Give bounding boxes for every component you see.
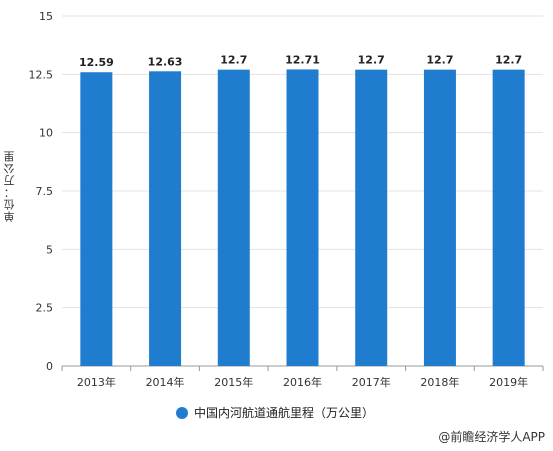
x-tick-label: 2018年 [420, 375, 459, 389]
y-tick-label: 2.5 [36, 302, 54, 315]
data-label: 12.7 [358, 54, 385, 67]
data-label: 12.59 [79, 56, 114, 69]
bar [80, 72, 113, 366]
y-tick-label: 5 [46, 243, 53, 256]
y-axis-label: 单位：万公里 [3, 150, 16, 222]
y-tick-label: 7.5 [36, 185, 54, 198]
bar [355, 69, 388, 367]
x-tick-label: 2017年 [352, 375, 391, 389]
legend: 中国内河航道通航里程（万公里） [176, 404, 374, 421]
data-label: 12.63 [148, 55, 183, 68]
bar [492, 69, 525, 367]
x-tick-label: 2016年 [283, 375, 322, 389]
y-tick-label: 12.5 [29, 68, 54, 81]
data-label: 12.7 [220, 54, 247, 67]
y-tick-label: 0 [46, 360, 53, 373]
x-tick-label: 2014年 [146, 375, 185, 389]
bar [217, 69, 250, 367]
data-label: 12.7 [495, 54, 522, 67]
x-tick-label: 2015年 [214, 375, 253, 389]
source-watermark: @前瞻经济学人APP [438, 430, 545, 444]
x-tick-label: 2013年 [77, 375, 116, 389]
y-tick-label: 15 [39, 10, 53, 23]
x-tick-label: 2019年 [489, 375, 528, 389]
bar [149, 71, 182, 367]
bar [423, 69, 456, 367]
data-label: 12.7 [426, 54, 453, 67]
bar [286, 69, 319, 366]
data-label: 12.71 [285, 53, 320, 66]
legend-marker [176, 406, 188, 419]
legend-label: 中国内河航道通航里程（万公里） [194, 406, 375, 420]
y-tick-label: 10 [39, 127, 53, 140]
